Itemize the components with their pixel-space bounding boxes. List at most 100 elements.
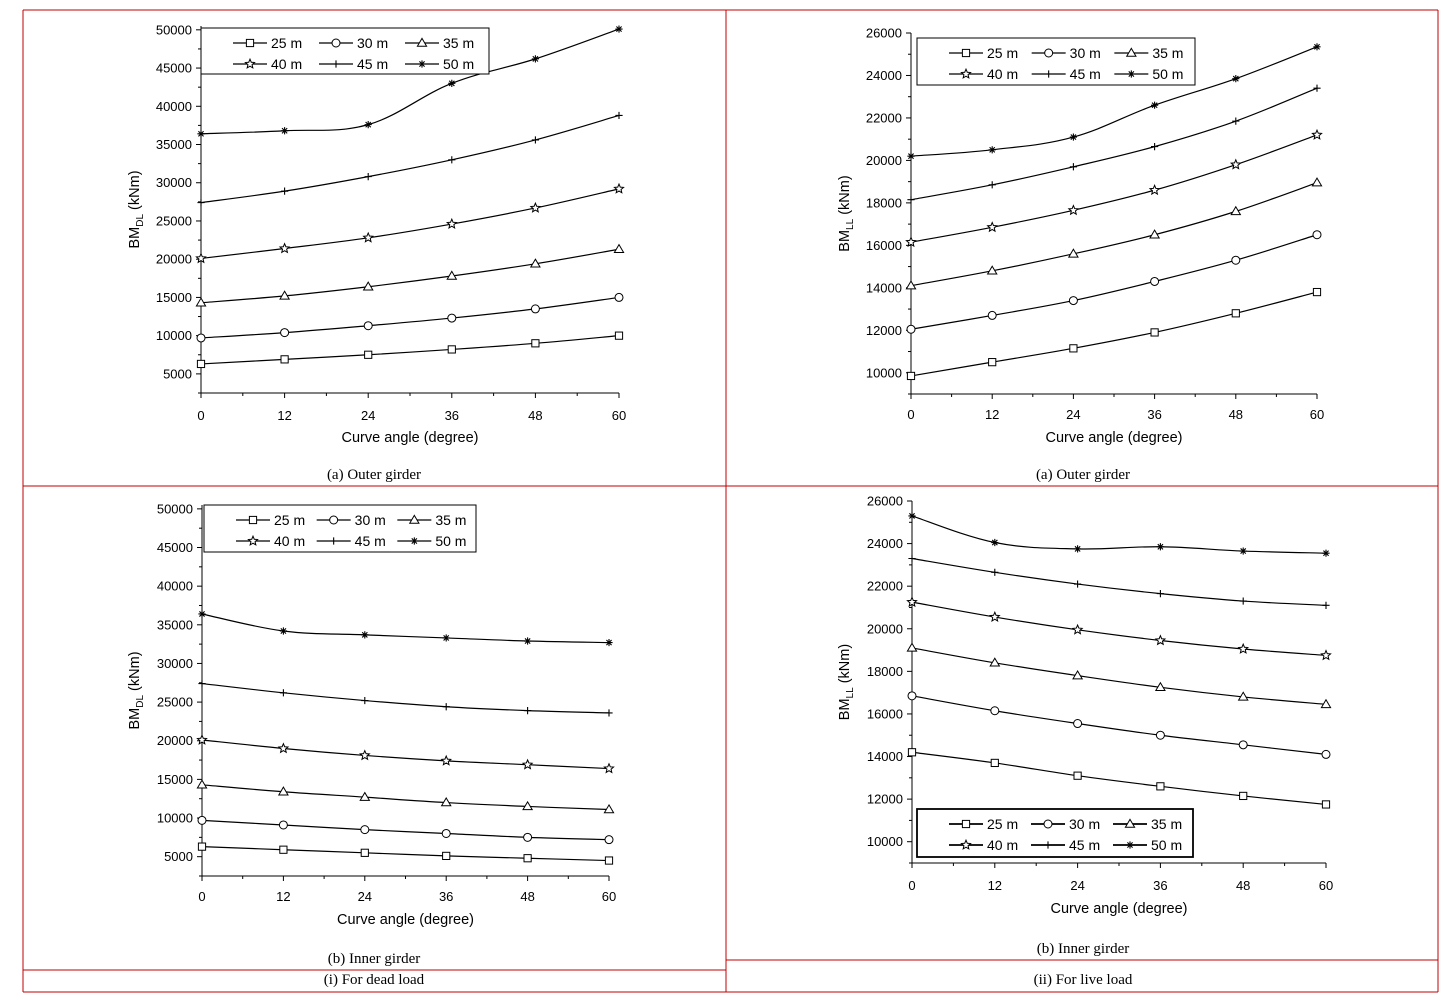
data-point — [523, 854, 532, 863]
data-point — [529, 201, 542, 213]
data-point — [196, 733, 208, 745]
data-point — [613, 182, 625, 194]
data-point — [1321, 749, 1331, 759]
data-point — [604, 856, 614, 865]
series-25-m — [906, 287, 1322, 381]
axes: 10000 12000 14000 16000 18000 20000 22000 24000… — [866, 26, 1324, 423]
data-point — [277, 786, 289, 796]
legend-marker — [408, 514, 420, 524]
y-tick-label: 30000 — [157, 656, 193, 671]
data-point — [990, 758, 999, 768]
data-point — [1155, 730, 1165, 740]
data-point — [1073, 719, 1083, 729]
legend-label: 50 m — [1151, 837, 1182, 853]
legend-label: 40 m — [987, 66, 1018, 82]
data-point — [447, 345, 456, 354]
y-tick-label: 20000 — [157, 733, 193, 748]
legend-marker — [418, 60, 426, 68]
legend-marker — [1125, 47, 1137, 57]
x-axis-label: Curve angle (degree) — [341, 430, 478, 446]
y-tick-label: 10000 — [867, 834, 903, 849]
series-line — [201, 819, 610, 841]
y-tick-label: 12000 — [866, 323, 902, 338]
x-tick-label: 0 — [197, 408, 204, 423]
axes: 5000 10000 15000 20000 25000 30000 35000 40000 4… — [156, 22, 626, 423]
data-point — [1151, 101, 1159, 109]
series-50-m — [907, 43, 1321, 160]
data-point — [907, 196, 915, 204]
legend-label: 40 m — [274, 533, 305, 549]
legend-marker — [410, 537, 418, 545]
data-point — [1069, 344, 1078, 353]
data-point — [1231, 255, 1241, 265]
data-point — [1312, 230, 1322, 240]
data-point — [446, 270, 458, 280]
data-point — [908, 512, 916, 520]
legend: 25 m 30 m 35 m 40 m 45 m 50 m — [203, 504, 477, 553]
y-tick-label: 30000 — [156, 175, 192, 190]
data-point — [278, 820, 288, 830]
legend-marker — [960, 67, 972, 79]
legend-marker — [247, 534, 259, 546]
data-point — [1074, 545, 1082, 553]
y-tick-label: 15000 — [156, 290, 192, 305]
x-tick-label: 48 — [1236, 878, 1250, 893]
x-tick-label: 36 — [1153, 878, 1167, 893]
legend-label: 35 m — [1151, 816, 1182, 832]
data-point — [195, 297, 207, 307]
data-point — [529, 258, 541, 268]
data-point — [198, 610, 206, 618]
series-line — [200, 114, 620, 204]
data-point — [603, 803, 615, 814]
data-point — [279, 627, 287, 635]
x-tick-label: 60 — [1310, 407, 1324, 422]
series-30-m — [197, 815, 614, 845]
data-point — [196, 779, 208, 789]
series-line — [911, 601, 1327, 656]
legend-item: 25 m — [233, 35, 302, 51]
y-tick-label: 5000 — [163, 366, 192, 381]
legend: 25 m 30 m 35 m 40 m 45 m 50 m — [916, 37, 1196, 86]
legend-label: 25 m — [274, 512, 305, 528]
legend-item: 35 m — [1114, 45, 1183, 61]
x-axis-label: Curve angle (degree) — [1050, 901, 1187, 917]
data-point — [907, 691, 917, 701]
data-point — [991, 568, 999, 576]
legend-marker — [331, 38, 341, 48]
data-point — [279, 689, 287, 697]
series-line — [910, 291, 1318, 377]
y-tick-label: 10000 — [866, 365, 902, 380]
data-point — [988, 358, 997, 367]
legend-label: 25 m — [987, 816, 1018, 832]
series-line — [201, 739, 610, 770]
data-point — [1320, 649, 1332, 661]
series-35-m — [906, 642, 1332, 709]
legend-label: 25 m — [271, 35, 302, 51]
legend-item: 50 m — [397, 533, 466, 549]
y-tick-label: 40000 — [157, 579, 193, 594]
series-line — [200, 248, 620, 304]
data-point — [1313, 84, 1321, 92]
data-point — [440, 796, 452, 807]
data-point — [986, 265, 998, 275]
series-25-m — [907, 748, 1331, 809]
data-point — [442, 703, 450, 711]
legend-item: 50 m — [1113, 837, 1182, 853]
data-point — [445, 217, 458, 229]
x-axis-label: Curve angle (degree) — [337, 912, 474, 928]
series-25-m — [196, 331, 624, 369]
data-point — [1312, 287, 1322, 297]
legend-marker — [1045, 70, 1053, 78]
data-point — [530, 304, 540, 314]
y-tick-label: 14000 — [866, 280, 902, 295]
data-point — [906, 371, 916, 381]
data-point — [278, 242, 291, 254]
legend-label: 45 m — [355, 533, 386, 549]
legend-marker — [1126, 841, 1134, 849]
y-tick-label: 18000 — [866, 195, 902, 210]
data-point — [614, 292, 624, 302]
data-point — [1313, 43, 1321, 51]
data-point — [905, 236, 917, 248]
